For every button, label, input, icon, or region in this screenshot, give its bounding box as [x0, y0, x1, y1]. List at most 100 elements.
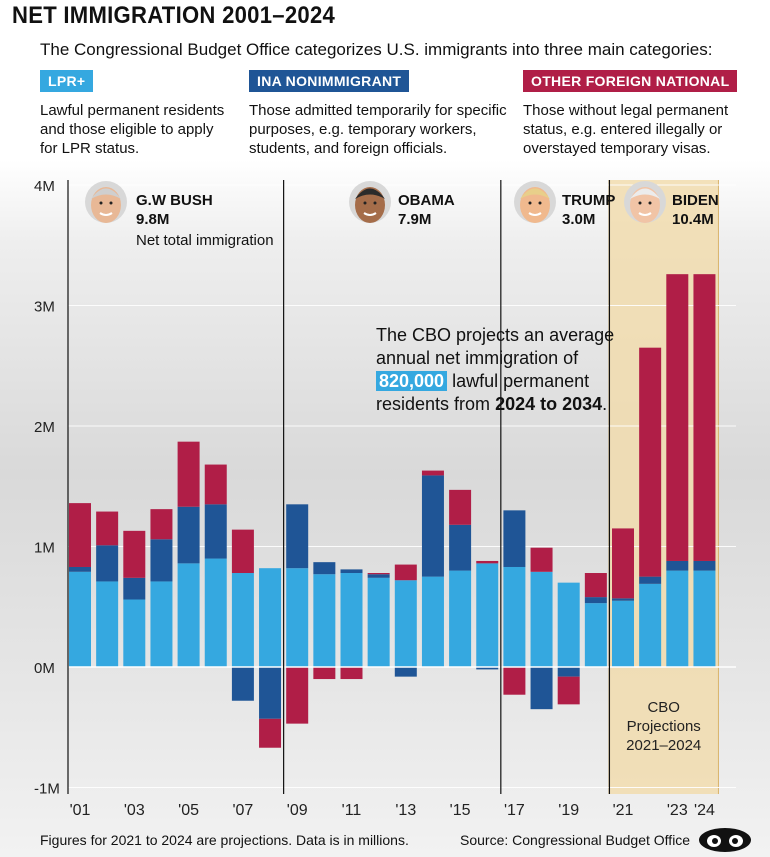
bar-ina-2001	[69, 566, 91, 572]
bar-other-2013	[394, 564, 417, 581]
bar-other-2007	[231, 529, 254, 574]
bar-ina-2006	[204, 504, 227, 559]
bar-other-2019	[557, 676, 580, 705]
bar-lpr-2010	[313, 574, 336, 667]
subtitle: The Congressional Budget Office categori…	[40, 40, 713, 59]
bush-face-icon	[85, 181, 127, 223]
desc-line: overstayed temporary visas.	[523, 140, 711, 157]
desc-line: students, and foreign officials.	[249, 140, 448, 157]
category-desc-lpr: Lawful permanent residents and those eli…	[40, 101, 270, 158]
desc-line: Those admitted temporarily for specific	[249, 102, 507, 119]
y-tick-label: 3M	[34, 299, 55, 316]
desc-line: purposes, e.g. temporary workers,	[249, 121, 477, 138]
bar-ina-2010	[313, 562, 336, 575]
bar-ina-2009	[286, 504, 309, 569]
cbo-callout: The CBO projects an average annual net i…	[376, 324, 636, 416]
callout-line-rest: lawful permanent	[452, 371, 590, 391]
bar-ina-2011	[340, 569, 363, 574]
bar-other-2014	[421, 470, 444, 476]
bar-lpr-2016	[476, 563, 499, 667]
callout-line: annual net immigration of	[376, 348, 579, 368]
footer-note: Figures for 2021 to 2024 are projections…	[40, 832, 409, 848]
bar-lpr-2012	[367, 577, 390, 667]
bar-ina-2003	[123, 577, 146, 600]
y-tick-label: -1M	[34, 781, 60, 798]
category-desc-ina: Those admitted temporarily for specific …	[249, 101, 519, 158]
x-tick-label: '23	[667, 802, 688, 819]
president-name: OBAMA	[398, 192, 455, 209]
president-name: TRUMP	[562, 192, 615, 209]
x-tick-label: '09	[287, 802, 308, 819]
bar-lpr-2004	[150, 581, 173, 667]
bar-other-2021	[612, 528, 634, 599]
callout-line: The CBO projects an average	[376, 325, 615, 345]
callout-line: residents from 2024 to 2034.	[376, 393, 636, 416]
bar-lpr-2007	[231, 573, 254, 667]
desc-line: and those eligible to apply	[40, 121, 214, 138]
projection-label: 2021–2024	[626, 737, 701, 754]
bar-lpr-2017	[503, 566, 526, 667]
callout-end: .	[602, 394, 608, 414]
source-note: Source: Congressional Budget Office	[460, 832, 691, 848]
desc-line: Lawful permanent residents	[40, 102, 225, 119]
x-tick-label: '24	[694, 802, 715, 819]
bar-other-2015	[449, 489, 472, 525]
bar-ina-2008	[259, 667, 282, 719]
x-tick-label: '21	[613, 802, 634, 819]
x-tick-label: '17	[504, 802, 525, 819]
bar-other-2020	[584, 573, 607, 598]
x-tick-label: '19	[558, 802, 579, 819]
bar-lpr-2024	[693, 570, 716, 667]
bar-lpr-2021	[612, 600, 634, 667]
president-total: 3.0M	[562, 211, 595, 228]
bar-ina-2020	[584, 597, 607, 604]
category-badge-other: OTHER FOREIGN NATIONAL	[523, 70, 738, 92]
bar-ina-2004	[150, 539, 173, 582]
bar-other-2005	[177, 441, 200, 507]
obama-face-icon	[349, 181, 391, 223]
x-tick-label: '13	[395, 802, 416, 819]
bar-ina-2018	[530, 667, 553, 710]
bar-lpr-2011	[340, 573, 363, 667]
bar-other-2006	[204, 464, 227, 505]
x-tick-label: '01	[70, 802, 91, 819]
bar-lpr-2015	[449, 570, 472, 667]
bar-lpr-2008	[259, 568, 282, 667]
bar-other-2010	[313, 667, 336, 680]
bar-lpr-2014	[421, 576, 444, 667]
bar-other-2011	[340, 667, 363, 680]
category-badge-lpr: LPR+	[40, 70, 94, 92]
president-total: 7.9M	[398, 211, 431, 228]
y-tick-label: 0M	[34, 660, 55, 677]
bar-lpr-2002	[96, 581, 119, 667]
desc-line: for LPR status.	[40, 140, 140, 157]
bar-lpr-2013	[394, 580, 417, 667]
x-tick-label: '03	[124, 802, 145, 819]
bar-other-2001	[69, 503, 91, 567]
bar-lpr-2018	[530, 571, 553, 667]
category-badge-ina: INA NONIMMIGRANT	[249, 70, 410, 92]
y-tick-label: 2M	[34, 419, 55, 436]
callout-bold: 2024 to 2034	[495, 394, 603, 414]
callout-highlight: 820,000	[376, 371, 448, 391]
y-tick-label: 1M	[34, 540, 55, 557]
bar-ina-2002	[96, 545, 119, 582]
bar-lpr-2006	[204, 558, 227, 667]
projection-label: Projections	[627, 718, 701, 735]
biden-face-icon	[624, 181, 666, 223]
bar-ina-2022	[639, 576, 662, 584]
president-total: 10.4M	[672, 211, 714, 228]
x-tick-label: '15	[450, 802, 471, 819]
bar-other-2016	[476, 560, 499, 564]
bar-ina-2012	[367, 574, 390, 578]
bar-lpr-2001	[69, 571, 91, 667]
x-tick-label: '07	[232, 802, 253, 819]
callout-pre: residents from	[376, 394, 491, 414]
y-tick-label: 4M	[34, 178, 55, 195]
bar-ina-2023	[666, 560, 689, 571]
bar-other-2018	[530, 547, 553, 572]
publisher-logo-icon	[699, 828, 751, 852]
bar-other-2024	[693, 274, 716, 561]
page-title: NET IMMIGRATION 2001–2024	[12, 2, 336, 29]
bar-other-2002	[96, 511, 119, 546]
